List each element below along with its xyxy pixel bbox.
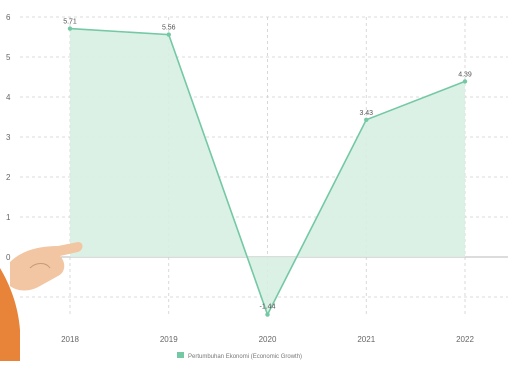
x-tick-label: 2022 bbox=[456, 335, 474, 344]
y-tick-label: 2 bbox=[6, 173, 11, 182]
y-tick-label: 3 bbox=[6, 133, 11, 142]
data-label: -1.44 bbox=[260, 304, 276, 311]
x-tick-label: 2018 bbox=[61, 335, 79, 344]
data-point bbox=[68, 26, 72, 30]
x-axis-ticks: 2018 2019 2020 2021 2022 bbox=[61, 335, 474, 344]
x-tick-label: 2021 bbox=[357, 335, 375, 344]
legend: Pertumbuhan Ekonomi (Economic Growth) bbox=[177, 352, 302, 360]
y-tick-label: 5 bbox=[6, 53, 11, 62]
x-tick-label: 2020 bbox=[259, 335, 277, 344]
data-label: 3.43 bbox=[359, 110, 373, 117]
legend-label: Pertumbuhan Ekonomi (Economic Growth) bbox=[188, 354, 302, 360]
data-label: 5.56 bbox=[162, 25, 176, 32]
data-point bbox=[167, 32, 171, 36]
legend-swatch bbox=[177, 352, 184, 358]
y-tick-label: 1 bbox=[6, 213, 11, 222]
data-point bbox=[463, 79, 467, 83]
data-point bbox=[364, 118, 368, 122]
y-tick-label: 4 bbox=[6, 93, 11, 102]
data-label: 5.71 bbox=[63, 19, 77, 26]
x-tick-label: 2019 bbox=[160, 335, 178, 344]
hand-palm bbox=[10, 242, 83, 291]
y-tick-label: 6 bbox=[6, 13, 11, 22]
data-point bbox=[265, 312, 269, 316]
data-label: 4.39 bbox=[458, 71, 472, 78]
y-tick-label: 0 bbox=[6, 253, 11, 262]
